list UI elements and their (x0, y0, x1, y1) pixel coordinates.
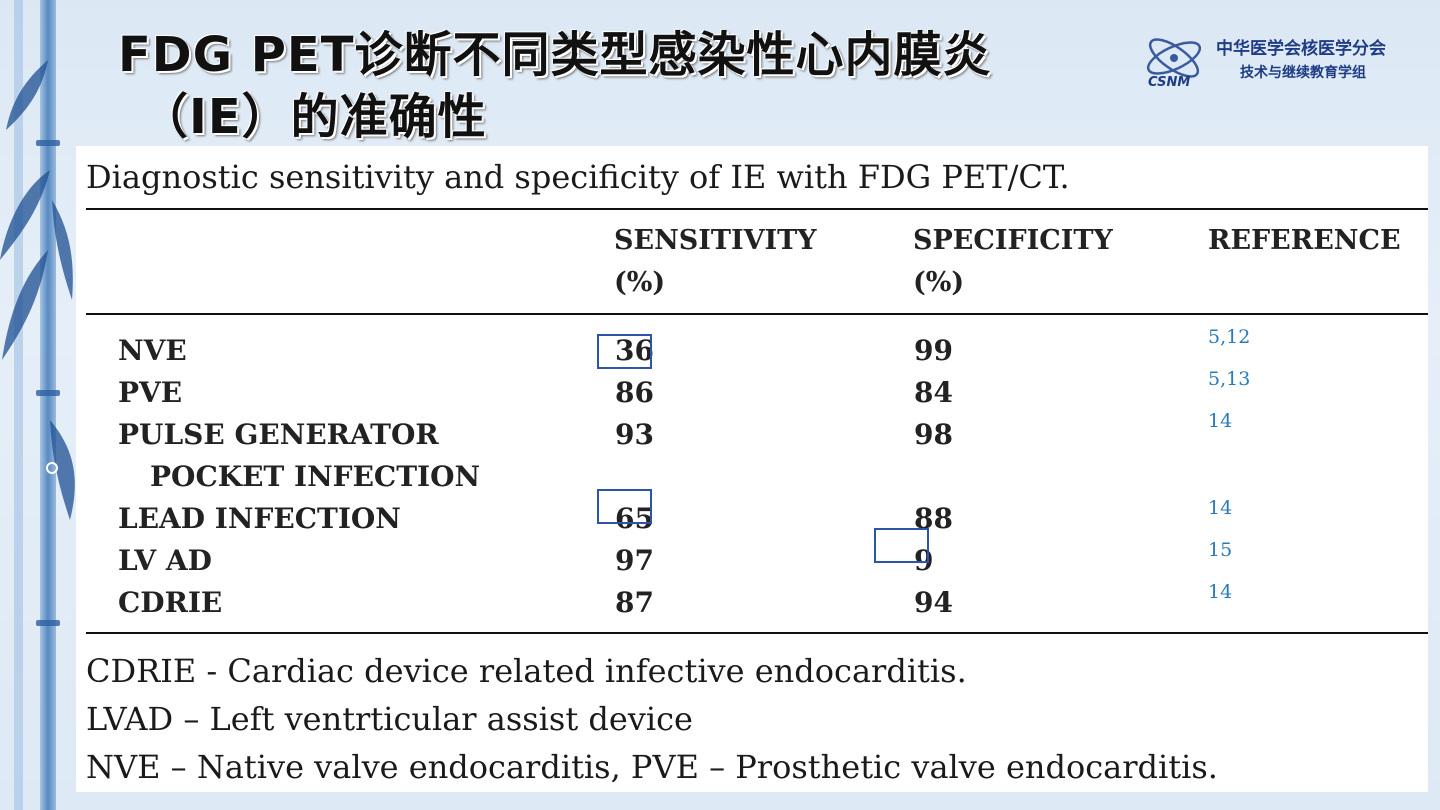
cell-specificity: 84 (914, 376, 953, 409)
header-reference: REFERENCE (1208, 220, 1401, 262)
cell-sensitivity: 97 (615, 544, 654, 577)
row-label-continued: POCKET INFECTION (150, 460, 481, 493)
cell-reference: 14 (1208, 497, 1233, 519)
cell-sensitivity: 87 (615, 586, 654, 619)
header-rule (86, 313, 1428, 315)
slide-title-line1: FDG PET诊断不同类型感染性心内膜炎 (118, 27, 992, 83)
header-sensitivity-line2: (%) (614, 267, 666, 298)
row-label: LV AD (118, 544, 212, 577)
row-label: NVE (118, 334, 187, 367)
atom-logo-icon: CSNM (1146, 38, 1202, 90)
table-caption: Diagnostic sensitivity and specificity o… (86, 158, 1070, 196)
row-label: PULSE GENERATOR (118, 418, 439, 451)
cell-sensitivity: 36 (615, 334, 654, 367)
header-reference-line1: REFERENCE (1208, 225, 1401, 256)
cell-reference: 14 (1208, 410, 1233, 432)
highlight-box-nve-sensitivity (597, 334, 652, 369)
cell-specificity: 98 (914, 418, 953, 451)
header-specificity-line2: (%) (913, 267, 965, 298)
footnote-lvad: LVAD – Left ventrticular assist device (86, 700, 693, 738)
cell-sensitivity: 65 (615, 502, 654, 535)
logo-org-name: 中华医学会核医学分会 (1216, 39, 1386, 59)
top-rule (86, 208, 1428, 210)
header-specificity: SPECIFICITY (%) (913, 220, 1113, 304)
cell-sensitivity: 86 (615, 376, 654, 409)
footnote-nve-pve: NVE – Native valve endocarditis, PVE – P… (86, 748, 1218, 786)
cell-specificity: 99 (914, 334, 953, 367)
highlight-box-lead-sensitivity (597, 489, 652, 524)
csnm-logo: CSNM 中华医学会核医学分会 技术与继续教育学组 (1140, 28, 1420, 92)
logo-mark: CSNM (1148, 75, 1190, 90)
slide-title: FDG PET诊断不同类型感染性心内膜炎 （IE）的准确性 (118, 24, 1078, 148)
cell-sensitivity: 93 (615, 418, 654, 451)
header-specificity-line1: SPECIFICITY (913, 225, 1113, 256)
bottom-rule (86, 632, 1428, 634)
row-label: PVE (118, 376, 183, 409)
cell-specificity: 94 (914, 586, 953, 619)
highlight-box-lvad-specificity (874, 528, 929, 563)
bamboo-decoration (0, 0, 75, 810)
cell-reference: 14 (1208, 581, 1233, 603)
cell-reference: 15 (1208, 539, 1233, 561)
slide-title-line2: （IE）的准确性 (140, 89, 487, 145)
logo-group-name: 技术与继续教育学组 (1240, 65, 1366, 81)
header-sensitivity: SENSITIVITY (%) (614, 220, 817, 304)
header-sensitivity-line1: SENSITIVITY (614, 225, 817, 256)
row-label: LEAD INFECTION (118, 502, 401, 535)
footnote-cdrie: CDRIE - Cardiac device related infective… (86, 652, 967, 690)
table-panel: Diagnostic sensitivity and specificity o… (76, 146, 1428, 792)
cell-reference: 5,12 (1208, 326, 1251, 348)
cell-reference: 5,13 (1208, 368, 1251, 390)
row-label: CDRIE (118, 586, 223, 619)
